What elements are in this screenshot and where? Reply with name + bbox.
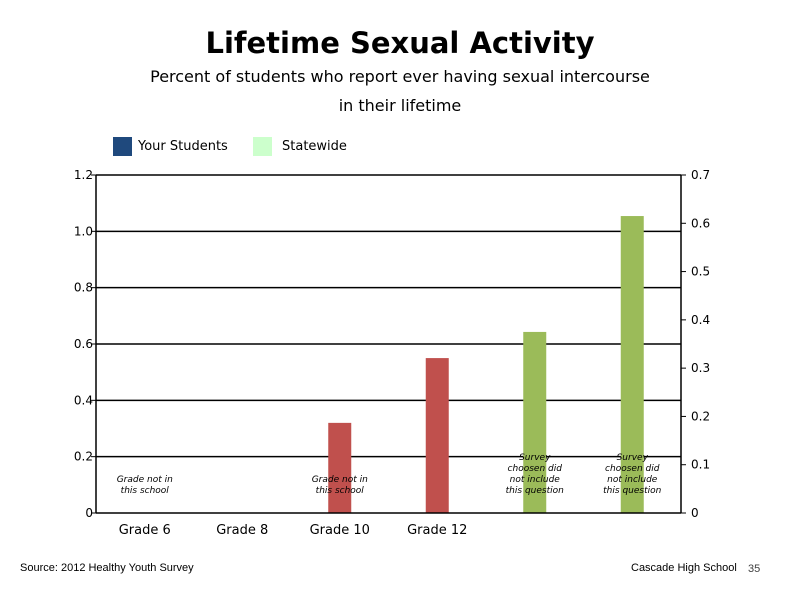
left-axis-tick-label: 0.6 <box>74 337 93 351</box>
bar <box>523 331 547 513</box>
annotation-text: this question <box>506 486 564 496</box>
bar <box>620 216 644 514</box>
annotation-text: choosen did <box>508 464 563 474</box>
chart-subtitle-line-1: Percent of students who report ever havi… <box>150 67 650 86</box>
right-axis-tick-label: 0.4 <box>691 313 710 327</box>
chart-subtitle-line-2: in their lifetime <box>338 96 462 115</box>
right-axis-tick-label: 0.5 <box>691 265 710 279</box>
right-axis-tick-label: 0.6 <box>691 216 710 230</box>
left-axis-tick-label: 1.0 <box>74 224 93 238</box>
legend-swatch-your-students <box>113 136 132 156</box>
legend-item-your-students: Your Students <box>113 136 228 156</box>
left-axis-tick-label: 0.8 <box>74 281 93 295</box>
annotation-text: this question <box>603 486 661 496</box>
category-label: Grade 12 <box>407 523 467 538</box>
annotation-text: Grade not in <box>312 475 368 485</box>
source-note: Source: 2012 Healthy Youth Survey <box>20 562 194 574</box>
bar-chart: 0 0.2 0.4 0.6 0.8 1.0 1.2 0 0.1 0.2 0.3 0.4 0.5 0.6 0.… <box>74 168 710 538</box>
category-label: Grade 6 <box>119 523 171 538</box>
legend-item-statewide: Statewide <box>253 136 347 156</box>
page-number: 35 <box>748 563 761 575</box>
annotation-text: not include <box>607 475 658 485</box>
legend-label-your-students: Your Students <box>138 138 228 154</box>
bar <box>425 358 449 513</box>
left-axis-tick-label: 1.2 <box>74 168 93 182</box>
legend-swatch-statewide <box>253 136 272 156</box>
category-label: Grade 8 <box>216 523 268 538</box>
legend-label-statewide: Statewide <box>282 138 347 154</box>
annotation-text: this school <box>121 486 170 496</box>
right-axis-tick-label: 0.1 <box>691 458 710 472</box>
left-axis-tick-label: 0.2 <box>74 450 93 464</box>
chart-title: Lifetime Sexual Activity <box>205 26 595 60</box>
annotation-text: this school <box>316 486 365 496</box>
left-axis-tick-label: 0.4 <box>74 393 93 407</box>
annotation-text: choosen did <box>605 464 660 474</box>
annotation-text: Grade not in <box>117 475 173 485</box>
annotation-text: Survey <box>617 453 649 463</box>
right-axis-tick-label: 0.3 <box>691 361 710 375</box>
school-name: Cascade High School <box>631 562 737 574</box>
bar <box>328 422 352 513</box>
right-axis-tick-label: 0 <box>691 506 699 520</box>
right-axis-tick-label: 0.2 <box>691 409 710 423</box>
annotation-text: not include <box>510 475 561 485</box>
right-axis-tick-label: 0.7 <box>691 168 710 182</box>
left-axis-tick-label: 0 <box>85 506 93 520</box>
annotation-text: Survey <box>519 453 551 463</box>
category-label: Grade 10 <box>310 523 370 538</box>
